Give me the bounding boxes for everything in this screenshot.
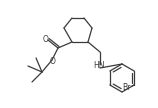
Text: O: O [50, 57, 56, 67]
Text: Br: Br [122, 83, 130, 91]
Text: O: O [43, 34, 49, 44]
Text: HN: HN [93, 61, 105, 71]
